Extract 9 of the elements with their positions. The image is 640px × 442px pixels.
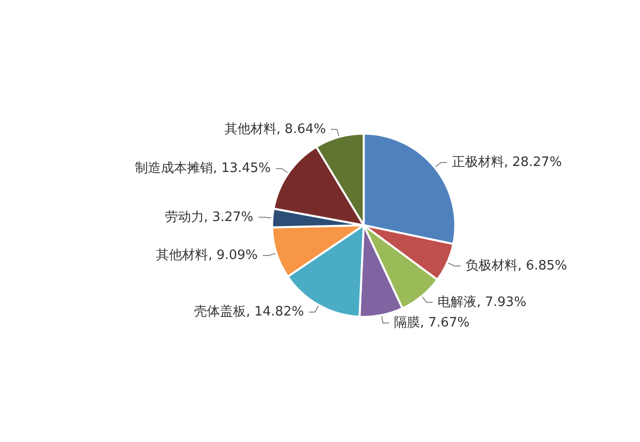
slice-label: 隔膜, 7.67% (394, 315, 470, 330)
slice-label: 劳动力, 3.27% (164, 210, 254, 225)
slice-label: 正极材料, 28.27% (452, 154, 562, 170)
slice-label: 其他材料, 9.09% (156, 248, 258, 263)
slice-label: 负极材料, 6.85% (466, 258, 568, 274)
slice-label: 制造成本摊销, 13.45% (134, 161, 271, 176)
slice-label: 壳体盖板, 14.82% (194, 304, 304, 320)
slice-label: 其他材料, 8.64% (224, 122, 326, 137)
slice-label: 电解液, 7.93% (438, 294, 526, 310)
